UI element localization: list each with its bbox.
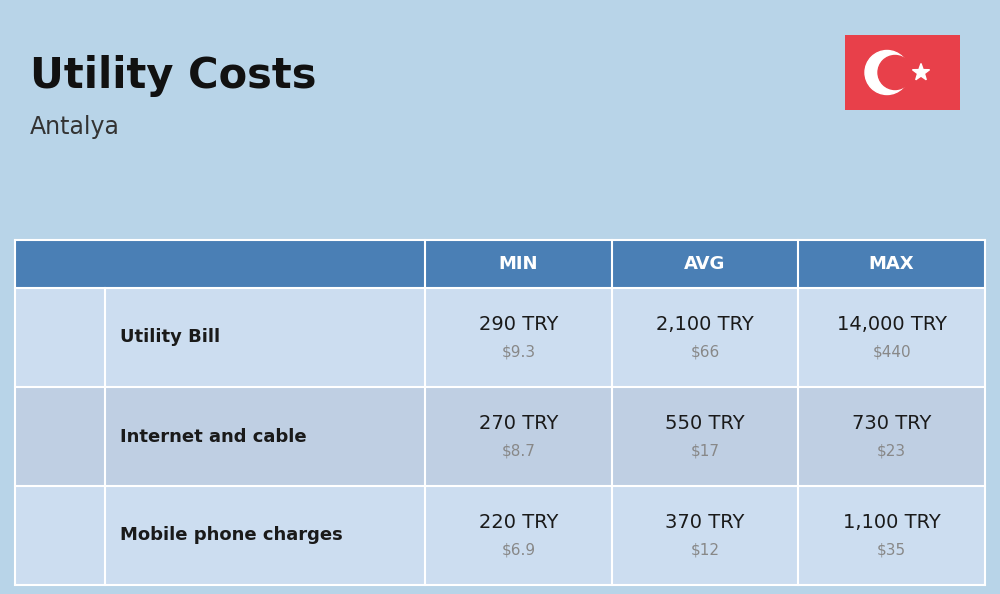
Text: $35: $35 bbox=[877, 543, 906, 558]
Bar bbox=[15, 486, 985, 585]
Text: 290 TRY: 290 TRY bbox=[479, 315, 558, 334]
Text: 550 TRY: 550 TRY bbox=[665, 414, 745, 433]
Text: 2,100 TRY: 2,100 TRY bbox=[656, 315, 754, 334]
Text: Utility Costs: Utility Costs bbox=[30, 55, 316, 97]
Text: AVG: AVG bbox=[684, 255, 726, 273]
Text: 220 TRY: 220 TRY bbox=[479, 513, 558, 532]
Text: 730 TRY: 730 TRY bbox=[852, 414, 931, 433]
Text: $440: $440 bbox=[872, 345, 911, 360]
Polygon shape bbox=[912, 64, 930, 80]
Text: 1,100 TRY: 1,100 TRY bbox=[843, 513, 941, 532]
Text: Mobile phone charges: Mobile phone charges bbox=[120, 526, 343, 545]
Text: $9.3: $9.3 bbox=[501, 345, 535, 360]
Text: $66: $66 bbox=[690, 345, 720, 360]
Text: Internet and cable: Internet and cable bbox=[120, 428, 307, 446]
Text: $23: $23 bbox=[877, 444, 906, 459]
Bar bbox=[15, 288, 985, 387]
Text: $12: $12 bbox=[690, 543, 720, 558]
Bar bbox=[15, 387, 985, 486]
Bar bbox=[15, 240, 985, 288]
Circle shape bbox=[865, 50, 909, 94]
Circle shape bbox=[878, 55, 912, 90]
Text: 14,000 TRY: 14,000 TRY bbox=[837, 315, 947, 334]
Text: 370 TRY: 370 TRY bbox=[665, 513, 745, 532]
Text: MAX: MAX bbox=[869, 255, 914, 273]
Bar bbox=[845, 35, 960, 110]
Text: 270 TRY: 270 TRY bbox=[479, 414, 558, 433]
Text: $6.9: $6.9 bbox=[501, 543, 535, 558]
Text: MIN: MIN bbox=[499, 255, 538, 273]
Text: $8.7: $8.7 bbox=[501, 444, 535, 459]
Text: Utility Bill: Utility Bill bbox=[120, 328, 220, 346]
Text: $17: $17 bbox=[690, 444, 720, 459]
Text: Antalya: Antalya bbox=[30, 115, 120, 139]
